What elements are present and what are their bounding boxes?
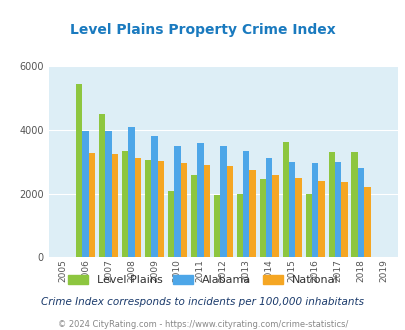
Bar [134, 158, 141, 257]
Bar [76, 83, 82, 257]
Bar [167, 191, 174, 257]
Bar [282, 142, 288, 257]
Bar [341, 182, 347, 257]
Bar [122, 150, 128, 257]
Bar [236, 194, 243, 257]
Bar [190, 175, 197, 257]
Bar [328, 152, 334, 257]
Bar [213, 195, 220, 257]
Bar [128, 127, 134, 257]
Bar [363, 187, 370, 257]
Text: Crime Index corresponds to incidents per 100,000 inhabitants: Crime Index corresponds to incidents per… [41, 297, 364, 307]
Legend: Level Plains, Alabama, National: Level Plains, Alabama, National [64, 271, 341, 289]
Bar [357, 168, 363, 257]
Bar [351, 152, 357, 257]
Bar [318, 181, 324, 257]
Bar [111, 154, 118, 257]
Bar [196, 143, 203, 257]
Bar [88, 153, 95, 257]
Bar [220, 146, 226, 257]
Bar [295, 179, 301, 257]
Bar [272, 175, 278, 257]
Bar [157, 161, 164, 257]
Bar [174, 146, 180, 257]
Bar [144, 160, 151, 257]
Bar [311, 163, 318, 257]
Bar [249, 170, 255, 257]
Bar [82, 131, 88, 257]
Bar [226, 166, 232, 257]
Bar [151, 136, 157, 257]
Bar [203, 165, 209, 257]
Bar [105, 131, 111, 257]
Text: © 2024 CityRating.com - https://www.cityrating.com/crime-statistics/: © 2024 CityRating.com - https://www.city… [58, 319, 347, 329]
Bar [265, 158, 272, 257]
Bar [334, 162, 341, 257]
Bar [98, 114, 105, 257]
Bar [180, 163, 187, 257]
Bar [288, 162, 295, 257]
Text: Level Plains Property Crime Index: Level Plains Property Crime Index [70, 23, 335, 37]
Bar [305, 194, 311, 257]
Bar [243, 150, 249, 257]
Bar [259, 179, 265, 257]
